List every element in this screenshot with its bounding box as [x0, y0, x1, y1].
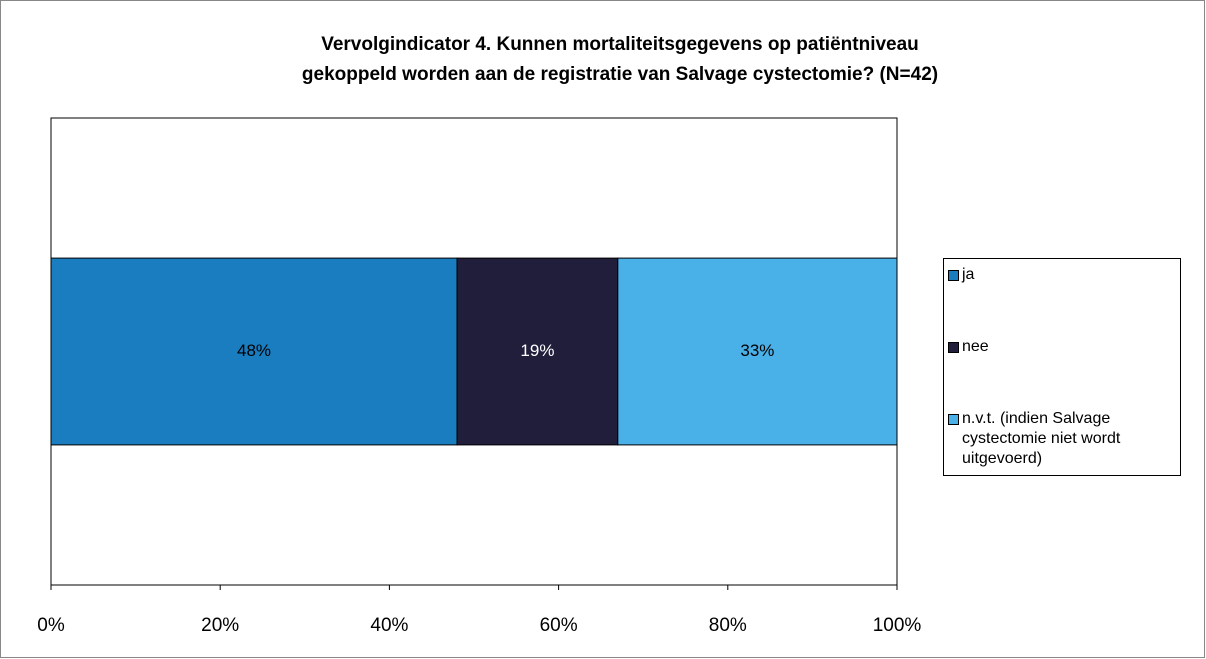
- data-label: 19%: [520, 341, 554, 360]
- legend-swatch: [948, 414, 959, 425]
- legend-item: nee: [948, 337, 1176, 357]
- x-tick-label: 80%: [709, 615, 747, 636]
- x-tick-label: 40%: [370, 615, 408, 636]
- data-label: 48%: [237, 341, 271, 360]
- legend: ja nee n.v.t. (indien Salvage cystectomie …: [943, 258, 1181, 476]
- data-label: 33%: [740, 341, 774, 360]
- chart-title: Vervolgindicator 4. Kunnen mortaliteitsg…: [321, 34, 919, 55]
- legend-label: nee: [962, 338, 989, 355]
- chart-title: gekoppeld worden aan de registratie van …: [302, 64, 938, 85]
- x-tick-label: 0%: [37, 615, 65, 636]
- x-tick-label: 60%: [540, 615, 578, 636]
- x-tick-label: 100%: [873, 615, 922, 636]
- legend-swatch: [948, 270, 959, 281]
- bar-segment: [50, 257, 458, 446]
- legend-label: n.v.t. (indien Salvage cystectomie niet …: [962, 410, 1121, 467]
- bar-segment: [617, 257, 898, 446]
- x-tick-label: 20%: [201, 615, 239, 636]
- legend-item: ja: [948, 265, 1176, 285]
- legend-swatch: [948, 342, 959, 353]
- legend-item: n.v.t. (indien Salvage cystectomie niet …: [948, 409, 1176, 469]
- legend-label: ja: [962, 266, 975, 283]
- bar-segment: [456, 257, 619, 446]
